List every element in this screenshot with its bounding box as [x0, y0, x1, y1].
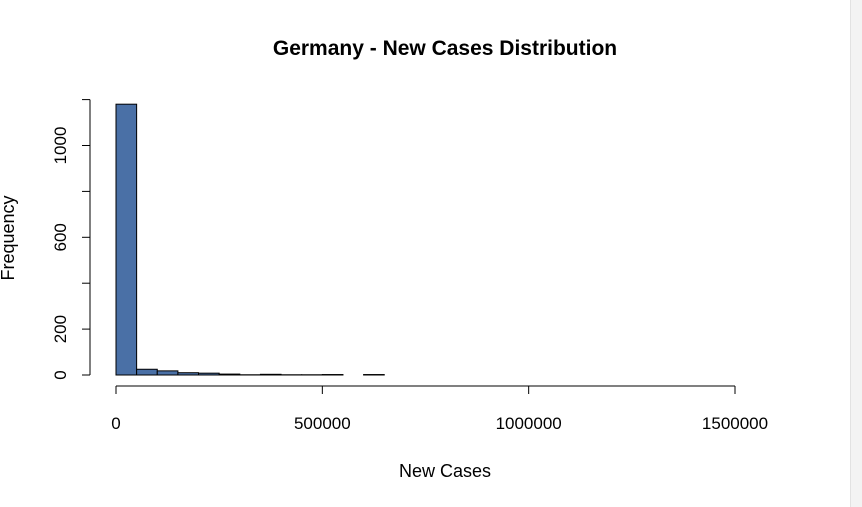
y-axis-title: Frequency	[0, 195, 18, 280]
histogram-bar	[218, 373, 241, 376]
y-axis: 0 200 600 1000	[51, 99, 91, 380]
x-tick-label: 0	[111, 414, 120, 433]
histogram-bar	[198, 372, 220, 376]
histogram-bar	[156, 370, 179, 376]
y-tick-label: 0	[51, 370, 70, 379]
y-tick-label: 1000	[51, 127, 70, 165]
x-axis: 0 500000 1000000 1500000	[111, 385, 768, 433]
x-tick-label: 1500000	[702, 414, 768, 433]
y-tick-label: 200	[51, 315, 70, 343]
histogram-bars	[115, 103, 385, 376]
histogram-bar	[136, 368, 158, 376]
x-axis-title: New Cases	[399, 461, 491, 481]
histogram-bar	[259, 373, 282, 376]
x-tick-label: 1000000	[496, 414, 562, 433]
histogram-bar	[115, 103, 138, 376]
chart-title: Germany - New Cases Distribution	[273, 37, 617, 60]
scrollbar-gutter[interactable]	[850, 0, 862, 507]
x-tick-label: 500000	[294, 414, 351, 433]
histogram-bar	[177, 372, 200, 376]
y-tick-label: 600	[51, 223, 70, 251]
